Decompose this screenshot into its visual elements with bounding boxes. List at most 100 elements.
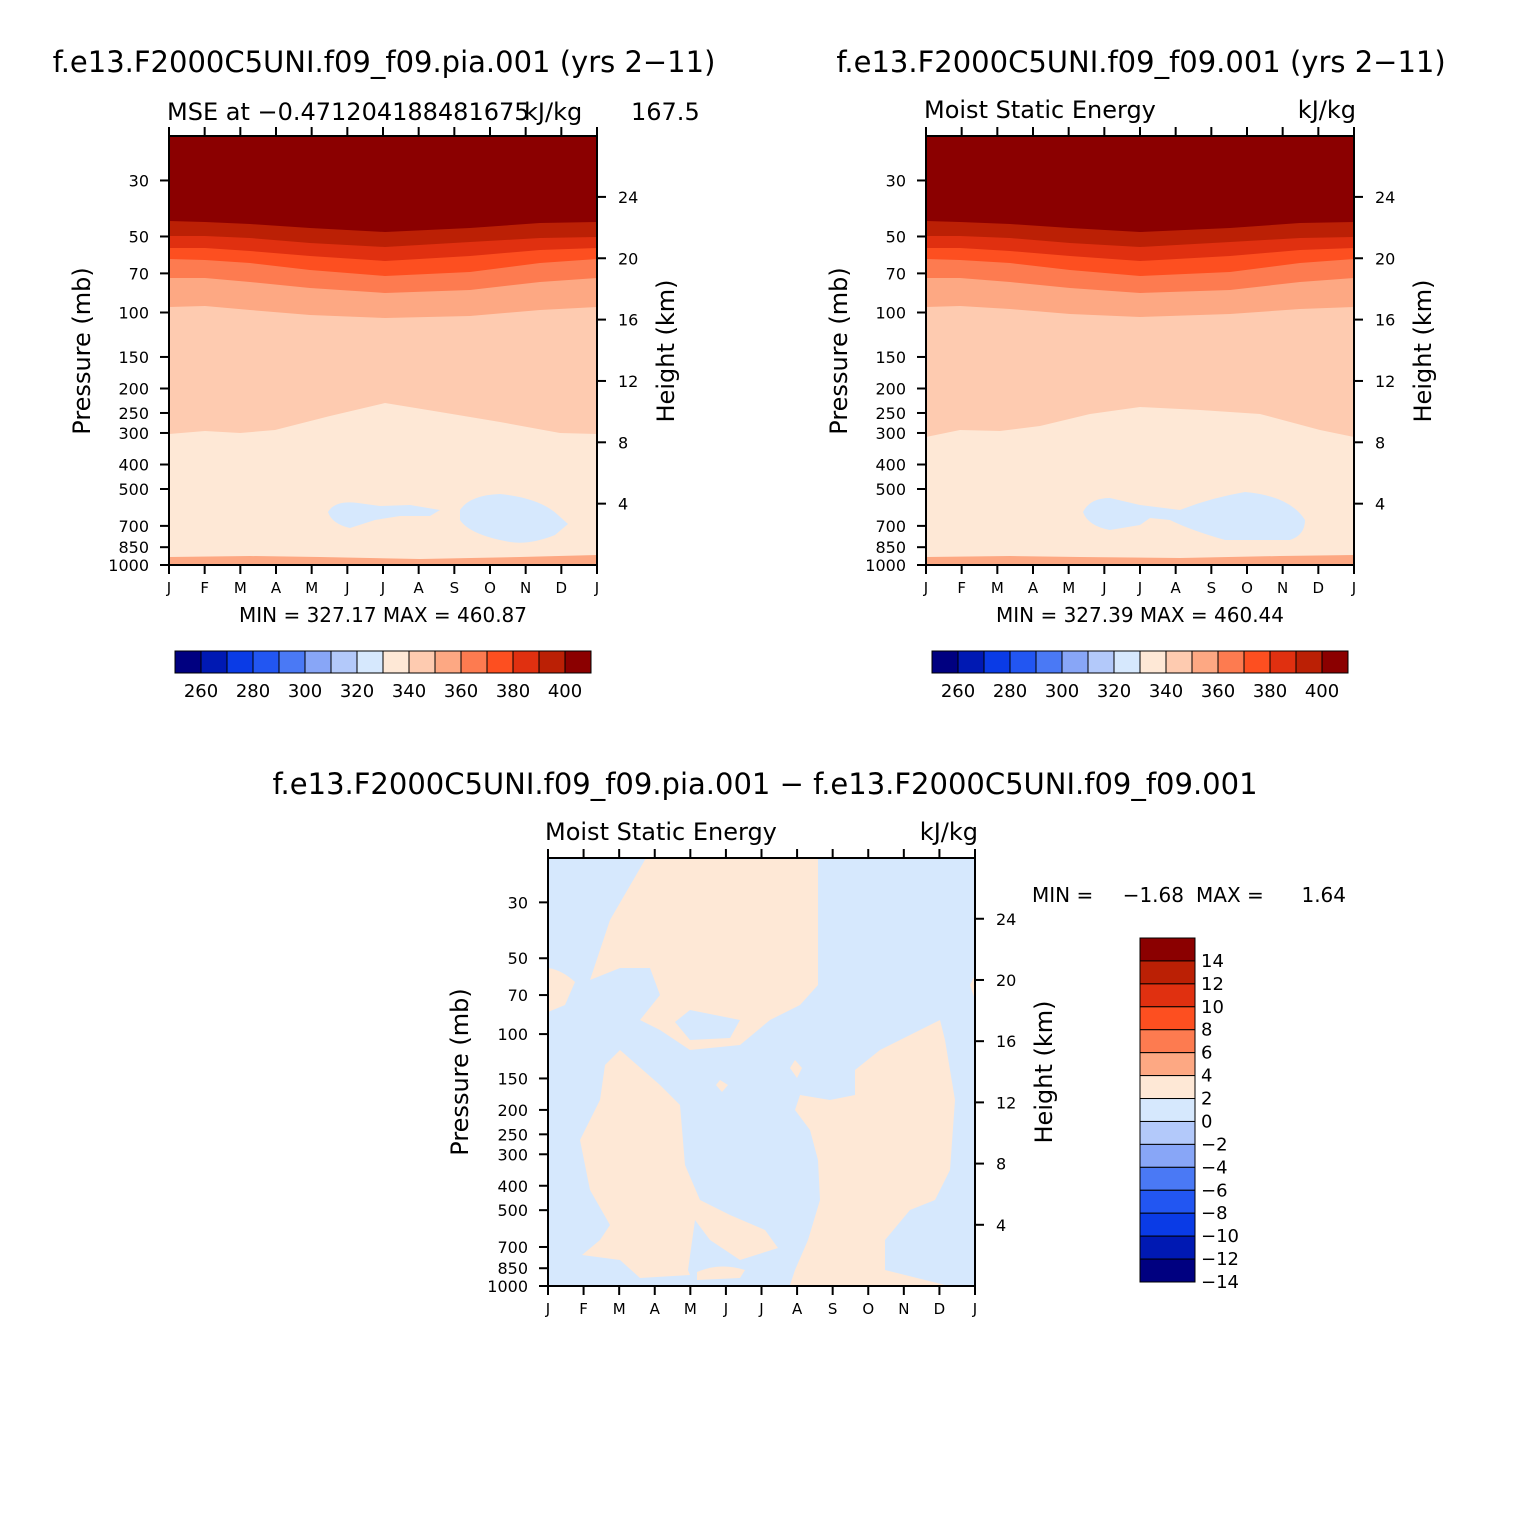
panel3-units: kJ/kg [920,818,978,846]
colorbar-label: 14 [1201,951,1224,972]
month-label: J [545,1300,550,1318]
colorbar-label: 260 [941,681,975,702]
pressure-label: 150 [875,348,906,367]
month-label: M [613,1300,626,1318]
colorbar-box [226,650,254,674]
panel3-negative-hole-may [675,1010,740,1040]
panel1-left-string: MSE at −0.471204188481675 [167,98,530,126]
colorbar-label: −2 [1201,1134,1228,1155]
panel2-ylabel-right: Height (km) [1409,280,1437,423]
colorbar-label: 300 [288,681,322,702]
pressure-label: 400 [875,456,906,475]
month-label: D [1313,579,1325,597]
colorbar-box [460,650,488,674]
colorbar-box [278,650,306,674]
pressure-label: 250 [118,404,149,423]
month-label: A [1028,579,1039,597]
panel1-contour-field [169,136,597,565]
month-label: F [200,579,209,597]
height-label: 16 [1375,311,1395,330]
colorbar-box [1139,1143,1196,1168]
colorbar-label: 12 [1201,974,1224,995]
colorbar-box [1321,650,1349,674]
panel3-positive-autumn [790,1020,955,1285]
height-label: 8 [618,433,628,452]
pressure-label: 100 [497,1025,528,1044]
panel3-positive-speck-2 [790,1060,802,1078]
colorbar-box [1139,1098,1196,1122]
colorbar-box [1269,650,1297,674]
height-label: 12 [996,1093,1016,1112]
month-label: A [271,579,282,597]
panel3-ylabel: Pressure (mb) [446,988,474,1155]
panel3-positive-top-center [590,858,818,1050]
month-label: M [684,1300,697,1318]
colorbar-label: 360 [1201,681,1235,702]
colorbar-box [1139,650,1167,674]
month-label: A [650,1300,661,1318]
height-label: 20 [618,249,638,268]
colorbar-label: 380 [496,681,530,702]
month-label: J [594,579,599,597]
pressure-label: 100 [875,303,906,322]
colorbar-box [512,650,540,674]
month-label: O [484,579,496,597]
colorbar-box [538,650,566,674]
panel1-case-title: f.e13.F2000C5UNI.f09_f09.pia.001 (yrs 2−… [53,45,716,79]
colorbar-box [1295,650,1323,674]
pressure-label: 700 [497,1238,528,1257]
panel3-positive-jan [548,968,575,1012]
panel3-max-value: 1.64 [1301,883,1346,907]
height-label: 4 [996,1216,1006,1235]
colorbar-box [174,650,202,674]
colorbar-label: 0 [1201,1111,1212,1132]
height-label: 8 [1375,433,1385,452]
pressure-label: 200 [875,380,906,399]
panel1-units: kJ/kg [524,98,582,126]
height-label: 4 [1375,495,1385,514]
panel3-ylabel-right: Height (km) [1030,1001,1058,1144]
colorbar-box [1139,1166,1196,1191]
colorbar-label: 280 [236,681,270,702]
panel2-minmax: MIN = 327.39 MAX = 460.44 [996,603,1284,627]
colorbar-label: 300 [1045,681,1079,702]
colorbar-box [931,650,959,674]
pressure-label: 1000 [865,556,906,575]
month-label: J [758,1300,763,1318]
colorbar-box [1165,650,1193,674]
month-label: O [862,1300,874,1318]
colorbar-label: −14 [1201,1272,1239,1293]
pressure-label: 300 [875,424,906,443]
colorbar-box [1035,650,1063,674]
panel-control-case: f.e13.F2000C5UNI.f09_f09.001 (yrs 2−11) … [825,45,1446,702]
panel3-left-string: Moist Static Energy [545,818,777,846]
month-label: N [1277,579,1288,597]
colorbar-box [1139,1235,1196,1260]
month-label: J [1351,579,1356,597]
pressure-label: 500 [118,480,149,499]
pressure-label: 50 [129,227,149,246]
panel2-ylabel: Pressure (mb) [825,267,853,434]
panel1-colorbar: 260 280 300 320 340 360 380 400 [174,650,592,702]
colorbar-box [1191,650,1219,674]
colorbar-box [200,650,228,674]
colorbar-box [1243,650,1271,674]
colorbar-box [1139,1258,1196,1283]
pressure-label: 700 [875,517,906,536]
height-label: 24 [1375,188,1395,207]
height-label: 12 [618,372,638,391]
colorbar-label: −4 [1201,1157,1228,1178]
month-label: O [1241,579,1253,597]
colorbar-box [408,650,436,674]
panel3-contour-field [548,858,975,1286]
colorbar-label: 320 [1097,681,1131,702]
colorbar-box [252,650,280,674]
colorbar-label: 320 [340,681,374,702]
panel2-case-title: f.e13.F2000C5UNI.f09_f09.001 (yrs 2−11) [836,45,1445,79]
colorbar-box [1139,1052,1196,1077]
colorbar-box [1139,1120,1196,1145]
colorbar-label: 260 [184,681,218,702]
pressure-label: 100 [118,303,149,322]
panel1-ylabel-right: Height (km) [652,280,680,423]
